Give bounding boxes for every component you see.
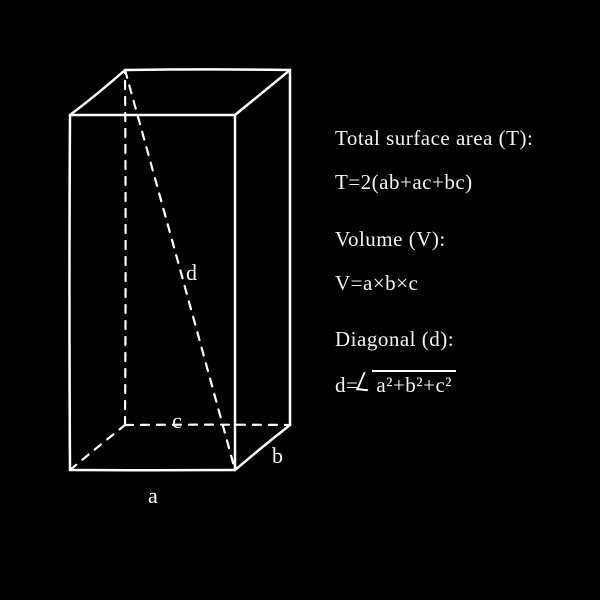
label-b: b [272,443,284,469]
chalkboard-stage: a b c d Total surface area (T): T=2(ab+a… [0,0,600,600]
diagonal-prefix: d= [335,373,358,397]
diagonal-radicand: a²+b²+c² [372,370,456,398]
volume-heading: Volume (V): [335,226,585,252]
formula-panel: Total surface area (T): T=2(ab+ac+bc) Vo… [335,125,585,417]
label-d: d [186,260,198,286]
surface-area-heading: Total surface area (T): [335,125,585,151]
label-c: c [172,408,182,434]
diagonal-heading: Diagonal (d): [335,326,585,352]
sqrt-icon: a²+b²+c² [358,370,456,398]
diagonal-equation: d= a²+b²+c² [335,370,585,398]
surface-area-equation: T=2(ab+ac+bc) [335,169,585,195]
label-a: a [148,483,158,509]
volume-equation: V=a×b×c [335,270,585,296]
